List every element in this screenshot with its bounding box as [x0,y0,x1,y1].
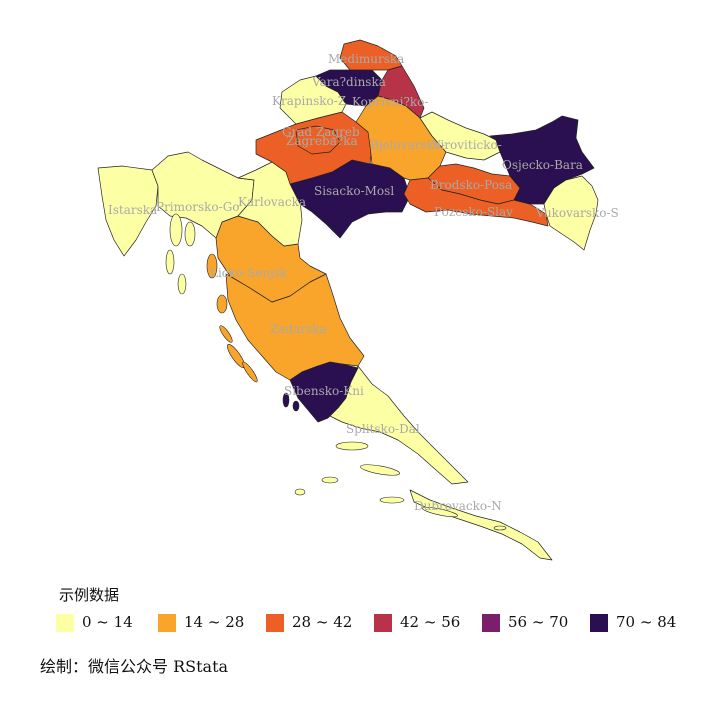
island [165,249,175,275]
island [422,506,458,518]
legend-label: 70 ~ 84 [616,613,677,631]
legend-label: 0 ~ 14 [82,613,133,631]
region-label: Bjelovarsko- [370,138,445,152]
island [294,488,306,496]
legend: 0 ~ 14 14 ~ 28 28 ~ 42 42 ~ 56 56 ~ 70 7… [56,611,696,637]
island [321,476,339,484]
legend-swatch [482,614,500,632]
region-label: Zagreba?ka [286,134,358,148]
region-label: Karlovacka [238,195,306,209]
island [242,361,258,383]
island [493,525,507,531]
region-label: Vukovarsko-S [535,206,619,220]
region-label: Primorsko-Go [156,200,240,214]
region-label: Zadarska [270,322,327,336]
island [206,253,218,279]
legend-swatch [158,614,176,632]
island [282,392,290,408]
region-label: Krapinsko-Z [272,94,346,108]
region-label: Medimurska [328,52,404,66]
legend-swatch [266,614,284,632]
region-label: Istarska [108,203,157,217]
caption: 绘制：微信公众号 RStata [40,657,229,676]
region-label: Brodsko-Posa [430,178,512,192]
region-label: Vara?dinska [311,75,386,89]
region-label: Grad Zagreb [282,125,360,139]
region-brodsko-posa [403,177,549,227]
legend-label: 28 ~ 42 [292,613,353,631]
legend-swatch [374,614,392,632]
island [379,496,405,504]
island [359,464,401,476]
island [169,213,183,247]
region-label: Splitsko-Dal [346,422,420,436]
region-label: Viroviticko- [431,138,502,152]
island [184,221,196,247]
region-label: Dubrovacko-N [414,499,502,513]
region-label: Pozesko-Slav [434,205,513,219]
region-label: Sisacko-Mosl [314,184,394,198]
legend-label: 14 ~ 28 [184,613,245,631]
region-istarska [97,165,159,257]
region-grad-zagreb [295,125,341,155]
croatia-map: Medimurska Vara?dinska Krapinsko-Z Kopri… [97,39,619,561]
region-label: Osjecko-Bara [502,158,583,172]
island [177,273,187,295]
island [219,325,233,343]
legend-swatch [590,614,608,632]
region-label: Sibensko-Kni [284,384,364,398]
region-label: Licko-Senjsk [210,266,288,280]
region-vukovarsko-s [543,175,599,251]
island [292,400,300,412]
island [335,441,369,451]
legend-label: 42 ~ 56 [400,613,461,631]
legend-label: 56 ~ 70 [508,613,569,631]
region-sibensko-kni [289,361,359,423]
legend-swatch [56,614,74,632]
region-osjecko-bara [489,115,595,205]
region-label: Koprivni?ko- [352,95,428,109]
legend-title: 示例数据 [59,586,120,604]
island [216,294,228,314]
